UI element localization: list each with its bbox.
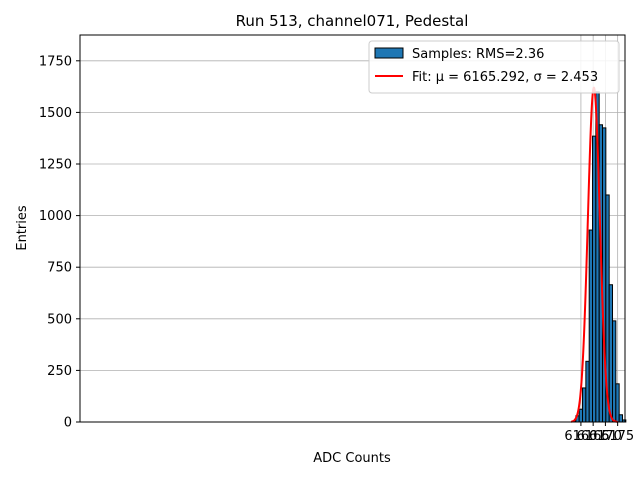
y-tick-label: 1250 [39, 158, 72, 173]
plot-frame [79, 34, 626, 423]
x-tick-label: 6175 [601, 429, 634, 444]
x-axis-title: ADC Counts [313, 451, 391, 466]
y-tick-label: 1500 [39, 106, 72, 121]
y-axis-title: Entries [15, 205, 30, 251]
legend-histogram-swatch [374, 47, 404, 59]
y-tick-label: 500 [47, 312, 72, 327]
chart-title: Run 513, channel071, Pedestal [236, 12, 469, 30]
legend: Samples: RMS=2.36 Fit: μ = 6165.292, σ =… [368, 40, 620, 94]
y-tick-label: 1750 [39, 54, 72, 69]
legend-fit-label: Fit: μ = 6165.292, σ = 2.453 [412, 70, 598, 85]
x-tick-label: 6165 [577, 429, 610, 444]
x-tick-label: 6170 [589, 429, 622, 444]
y-tick-label: 250 [47, 364, 72, 379]
legend-histogram-label: Samples: RMS=2.36 [412, 47, 544, 62]
legend-box [368, 40, 620, 94]
x-tick-label: 6160 [564, 429, 597, 444]
y-tick-label: 750 [47, 261, 72, 276]
y-tick-label: 0 [64, 416, 72, 431]
y-tick-label: 1000 [39, 209, 72, 224]
